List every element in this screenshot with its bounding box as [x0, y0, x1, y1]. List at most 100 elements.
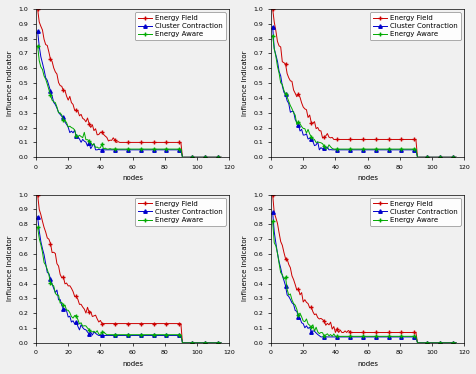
Energy Aware — [431, 341, 437, 345]
Energy Aware — [35, 225, 40, 229]
Line: Energy Aware: Energy Aware — [270, 34, 457, 159]
Cluster Contraction — [311, 329, 317, 334]
Line: Cluster Contraction: Cluster Contraction — [270, 211, 457, 344]
Energy Field — [197, 341, 203, 345]
Energy Field — [77, 302, 82, 307]
Energy Field — [328, 135, 334, 140]
Energy Aware — [380, 147, 386, 151]
Legend: Energy Field, Cluster Contraction, Energy Aware: Energy Field, Cluster Contraction, Energ… — [369, 12, 460, 40]
Energy Field — [197, 155, 203, 159]
Energy Aware — [59, 300, 64, 305]
Energy Aware — [311, 137, 317, 142]
Energy Aware — [179, 341, 185, 345]
Energy Field — [431, 341, 437, 345]
Legend: Energy Field, Cluster Contraction, Energy Aware: Energy Field, Cluster Contraction, Energ… — [369, 198, 460, 226]
Cluster Contraction — [269, 210, 275, 215]
X-axis label: nodes: nodes — [122, 175, 143, 181]
Line: Energy Field: Energy Field — [270, 193, 457, 345]
Energy Aware — [338, 334, 344, 338]
Cluster Contraction — [104, 333, 109, 338]
Energy Field — [311, 312, 317, 317]
Energy Field — [179, 341, 185, 345]
Cluster Contraction — [179, 155, 185, 159]
Energy Aware — [414, 341, 419, 345]
Energy Aware — [59, 113, 64, 117]
Cluster Contraction — [328, 335, 334, 339]
Cluster Contraction — [197, 341, 203, 345]
Energy Aware — [311, 329, 317, 334]
Energy Field — [35, 7, 40, 11]
Energy Field — [218, 155, 224, 159]
Energy Field — [452, 341, 458, 345]
Y-axis label: Influence Indicator: Influence Indicator — [7, 236, 13, 301]
Y-axis label: Influence Indicator: Influence Indicator — [241, 236, 248, 301]
Cluster Contraction — [414, 341, 419, 345]
Cluster Contraction — [179, 341, 185, 345]
Energy Aware — [146, 332, 151, 337]
Energy Aware — [414, 155, 419, 159]
Energy Aware — [94, 328, 100, 333]
Energy Aware — [77, 133, 82, 138]
Energy Aware — [452, 155, 458, 159]
Energy Field — [218, 341, 224, 345]
Energy Aware — [269, 219, 275, 224]
Cluster Contraction — [431, 341, 437, 345]
Cluster Contraction — [452, 341, 458, 345]
Energy Field — [311, 119, 317, 124]
Energy Field — [59, 84, 64, 89]
Energy Field — [35, 192, 40, 197]
X-axis label: nodes: nodes — [357, 361, 377, 367]
Line: Energy Field: Energy Field — [270, 7, 457, 159]
Cluster Contraction — [431, 155, 437, 159]
Y-axis label: Influence Indicator: Influence Indicator — [241, 50, 248, 116]
Energy Aware — [197, 341, 203, 345]
Energy Aware — [380, 334, 386, 338]
Energy Field — [146, 321, 151, 326]
Line: Energy Field: Energy Field — [36, 193, 223, 345]
Energy Aware — [179, 155, 185, 159]
Cluster Contraction — [218, 155, 224, 159]
Line: Cluster Contraction: Cluster Contraction — [36, 215, 222, 344]
Y-axis label: Influence Indicator: Influence Indicator — [7, 50, 13, 116]
Line: Energy Aware: Energy Aware — [36, 44, 223, 159]
Energy Field — [77, 114, 82, 118]
Cluster Contraction — [311, 143, 317, 148]
Line: Energy Aware: Energy Aware — [36, 225, 223, 345]
Energy Aware — [431, 155, 437, 159]
Energy Field — [414, 155, 419, 159]
Energy Aware — [269, 33, 275, 38]
Cluster Contraction — [380, 148, 386, 152]
Cluster Contraction — [269, 25, 275, 29]
Energy Field — [431, 155, 437, 159]
Energy Aware — [197, 155, 203, 159]
Energy Aware — [218, 341, 224, 345]
Energy Aware — [328, 146, 334, 151]
Energy Field — [269, 7, 275, 11]
Energy Field — [146, 140, 151, 145]
Energy Field — [328, 327, 334, 331]
Cluster Contraction — [293, 309, 299, 313]
Cluster Contraction — [197, 155, 203, 159]
Energy Aware — [146, 147, 151, 151]
Energy Field — [179, 155, 185, 159]
Energy Field — [94, 316, 100, 321]
Energy Aware — [338, 147, 344, 151]
Energy Field — [380, 330, 386, 335]
Cluster Contraction — [380, 335, 386, 339]
Cluster Contraction — [59, 114, 64, 119]
Cluster Contraction — [146, 148, 151, 152]
Cluster Contraction — [414, 155, 419, 159]
Cluster Contraction — [328, 148, 334, 152]
Energy Aware — [104, 332, 109, 337]
Energy Field — [94, 132, 100, 137]
Cluster Contraction — [59, 303, 64, 307]
Energy Field — [104, 321, 109, 326]
Energy Field — [338, 137, 344, 142]
Energy Aware — [104, 147, 109, 151]
Energy Field — [59, 276, 64, 280]
Line: Energy Field: Energy Field — [36, 7, 223, 159]
Cluster Contraction — [452, 155, 458, 159]
Cluster Contraction — [104, 148, 109, 152]
X-axis label: nodes: nodes — [357, 175, 377, 181]
Energy Field — [414, 341, 419, 345]
